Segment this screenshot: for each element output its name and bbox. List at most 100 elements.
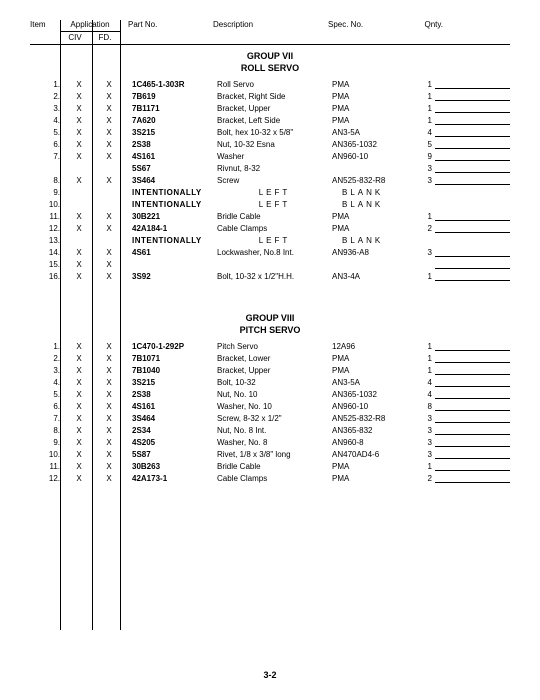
table-row: 5.XX2S38Nut, No. 10AN365-10324 — [30, 389, 510, 401]
qty-line — [435, 130, 510, 137]
cell-description: Nut, 10-32 Esna — [217, 139, 332, 151]
qty-line — [435, 262, 510, 269]
table-row: 10.INTENTIONALLYLEFTBLANK — [30, 199, 510, 211]
cell-item: 15. — [30, 259, 64, 271]
qty-line — [435, 142, 510, 149]
table-row: 13.INTENTIONALLYLEFTBLANK — [30, 235, 510, 247]
cell-spec: AN365-1032 — [332, 389, 412, 401]
table-row: 12.XX42A184-1Cable ClampsPMA2 — [30, 223, 510, 235]
cell-qty: 4 — [412, 127, 432, 139]
table-row: 11.XX30B263Bridle CablePMA1 — [30, 461, 510, 473]
divider — [92, 20, 93, 630]
cell-spec: PMA — [332, 91, 412, 103]
cell-item: 9. — [30, 187, 64, 199]
cell-civ: X — [64, 413, 94, 425]
qty-line — [435, 452, 510, 459]
table-row: 12.XX42A173-1Cable ClampsPMA2 — [30, 473, 510, 485]
cell-civ: X — [64, 377, 94, 389]
table-row: 1.XX1C465-1-303RRoll ServoPMA1 — [30, 79, 510, 91]
cell-civ: X — [64, 139, 94, 151]
cell-qty: 4 — [412, 377, 432, 389]
cell-description: Bracket, Lower — [217, 353, 332, 365]
cell-item: 7. — [30, 413, 64, 425]
cell-description: Bridle Cable — [217, 461, 332, 473]
cell-spec: AN3-5A — [332, 127, 412, 139]
cell-qty: 1 — [412, 461, 432, 473]
cell-qty: 3 — [412, 175, 432, 187]
cell-description: Cable Clamps — [217, 223, 332, 235]
cell-item: 3. — [30, 365, 64, 377]
cell-description: Pitch Servo — [217, 341, 332, 353]
cell-item: 1. — [30, 79, 64, 91]
cell-spec: AN3-5A — [332, 377, 412, 389]
table-row: 9.XX4S205Washer, No. 8AN960-83 — [30, 437, 510, 449]
cell-spec: AN470AD4-6 — [332, 449, 412, 461]
cell-description: Cable Clamps — [217, 473, 332, 485]
page-number: 3-2 — [0, 670, 540, 680]
table-row: 6.XX4S161Washer, No. 10AN960-108 — [30, 401, 510, 413]
cell-spec: PMA — [332, 353, 412, 365]
cell-partno: 1C465-1-303R — [124, 79, 217, 91]
cell-civ: X — [64, 151, 94, 163]
cell-description: Rivet, 1/8 x 3/8" long — [217, 449, 332, 461]
table-row: 3.XX7B1171Bracket, UpperPMA1 — [30, 103, 510, 115]
table-row: 10.XX5S87Rivet, 1/8 x 3/8" longAN470AD4-… — [30, 449, 510, 461]
cell-civ: X — [64, 389, 94, 401]
cell-partno: 7A620 — [124, 115, 217, 127]
cell-civ: X — [64, 115, 94, 127]
qty-line — [435, 356, 510, 363]
qty-line — [435, 440, 510, 447]
table-row: 9.INTENTIONALLYLEFTBLANK — [30, 187, 510, 199]
cell-partno: 30B263 — [124, 461, 217, 473]
cell-description: Roll Servo — [217, 79, 332, 91]
table-row: 15.XX — [30, 259, 510, 271]
cell-partno: 3S215 — [124, 377, 217, 389]
cell-qty: 3 — [412, 437, 432, 449]
cell-spec: PMA — [332, 211, 412, 223]
cell-civ: X — [64, 103, 94, 115]
cell-description: Bracket, Upper — [217, 365, 332, 377]
cell-description: LEFT — [217, 199, 342, 211]
cell-civ: X — [64, 449, 94, 461]
cell-item: 2. — [30, 353, 64, 365]
cell-qty: 3 — [412, 247, 432, 259]
cell-qty: 3 — [412, 413, 432, 425]
qty-line — [435, 214, 510, 221]
cell-spec: PMA — [332, 473, 412, 485]
qty-line — [435, 344, 510, 351]
qty-line — [435, 476, 510, 483]
cell-description: Bolt, hex 10-32 x 5/8" — [217, 127, 332, 139]
cell-item: 8. — [30, 425, 64, 437]
qty-line — [435, 226, 510, 233]
cell-qty: 3 — [412, 163, 432, 175]
table-header: Item Application CIV FD. Part No. Descri… — [30, 20, 510, 45]
cell-description: Nut, No. 8 Int. — [217, 425, 332, 437]
group7-rows: 1.XX1C465-1-303RRoll ServoPMA12.XX7B619B… — [30, 79, 510, 283]
cell-partno: 3S464 — [124, 413, 217, 425]
cell-item: 5. — [30, 389, 64, 401]
table-row: 11.XX30B221Bridle CablePMA1 — [30, 211, 510, 223]
table-row: 3.XX7B1040Bracket, UpperPMA1 — [30, 365, 510, 377]
cell-partno: 3S464 — [124, 175, 217, 187]
table-row: 2.XX7B1071Bracket, LowerPMA1 — [30, 353, 510, 365]
cell-qty: 1 — [412, 79, 432, 91]
table-row: 5.XX3S215Bolt, hex 10-32 x 5/8"AN3-5A4 — [30, 127, 510, 139]
cell-partno: 2S38 — [124, 389, 217, 401]
cell-partno: INTENTIONALLY — [124, 199, 217, 211]
cell-partno: 7B1040 — [124, 365, 217, 377]
qty-line — [435, 154, 510, 161]
cell-spec: AN365-832 — [332, 425, 412, 437]
cell-civ: X — [64, 473, 94, 485]
cell-item: 10. — [30, 199, 64, 211]
table-row: 1.XX1C470-1-292PPitch Servo12A961 — [30, 341, 510, 353]
cell-description: Washer, No. 8 — [217, 437, 332, 449]
cell-partno: 4S161 — [124, 401, 217, 413]
cell-qty: 2 — [412, 223, 432, 235]
group7-subtitle: ROLL SERVO — [30, 63, 510, 73]
cell-spec: PMA — [332, 365, 412, 377]
cell-civ: X — [64, 365, 94, 377]
cell-qty: 5 — [412, 139, 432, 151]
cell-description: Bolt, 10-32 x 1/2"H.H. — [217, 271, 332, 283]
cell-description: Bracket, Left Side — [217, 115, 332, 127]
cell-description: LEFT — [217, 187, 342, 199]
